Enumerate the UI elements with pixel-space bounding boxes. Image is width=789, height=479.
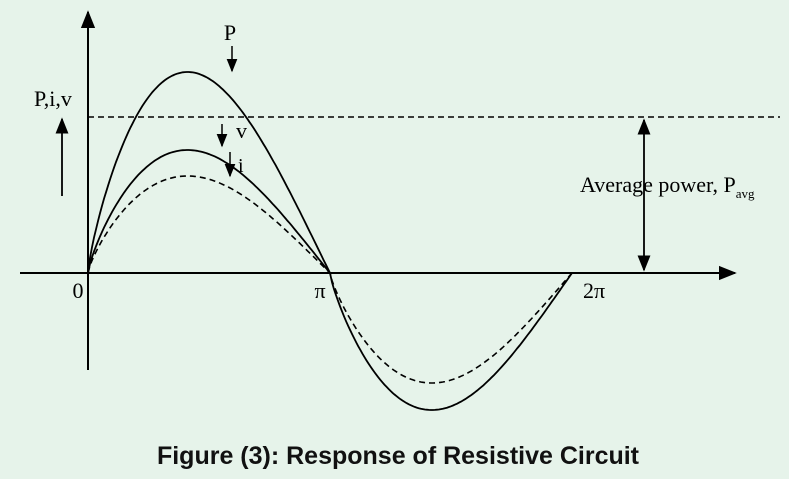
x-label: 0 bbox=[73, 278, 84, 303]
current-curve bbox=[87, 175, 573, 384]
power-label: P bbox=[224, 20, 236, 45]
voltage-label: v bbox=[236, 118, 247, 143]
x-label: π bbox=[314, 278, 325, 303]
average-label-text: Average power, P bbox=[580, 172, 736, 197]
current-label: i bbox=[238, 155, 244, 177]
x-label: 2π bbox=[583, 278, 605, 303]
y-axis-label: P,i,v bbox=[34, 86, 72, 111]
average-subscript: avg bbox=[736, 186, 755, 201]
caption: Figure (3): Response of Resistive Circui… bbox=[157, 442, 640, 470]
average-label: Average power, Pavg bbox=[580, 172, 755, 201]
power-curve bbox=[87, 71, 331, 274]
